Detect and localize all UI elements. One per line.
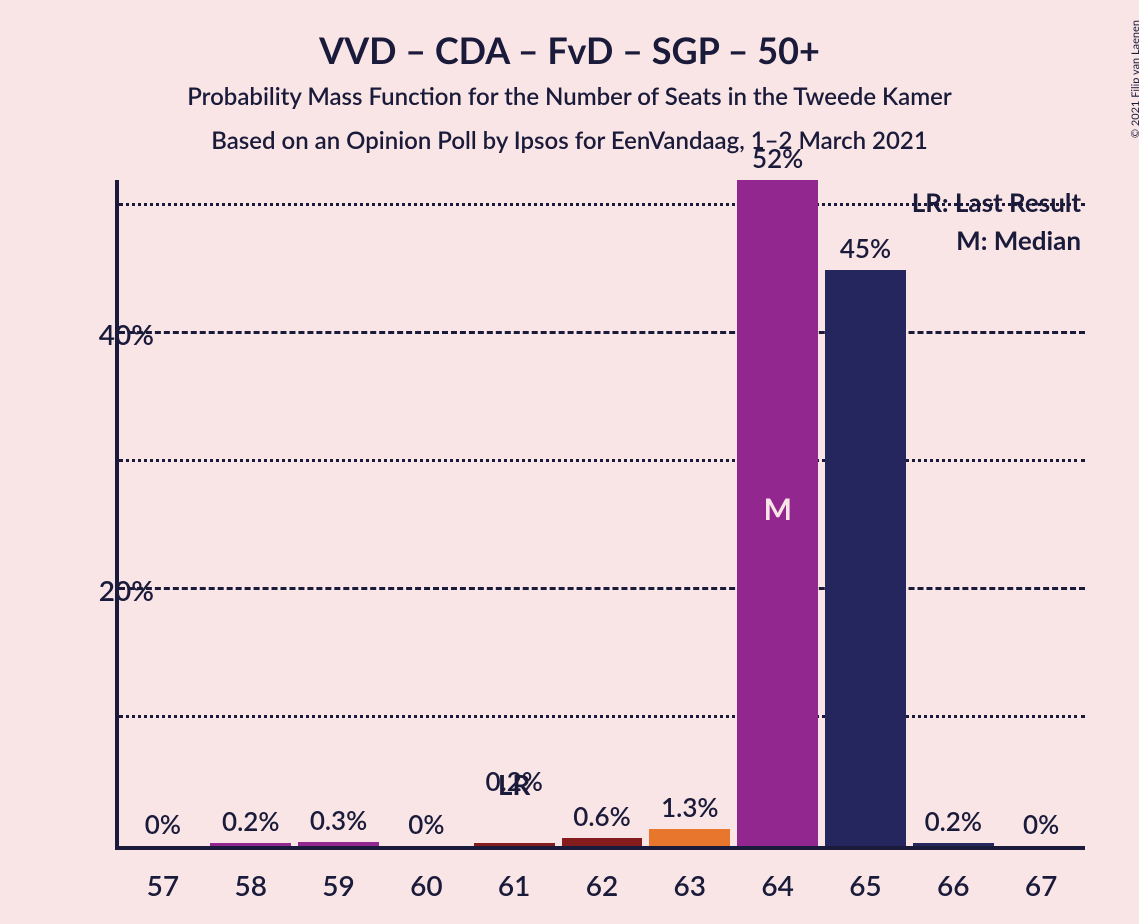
bar-value-label: 1.3% bbox=[649, 791, 730, 823]
x-tick-label: 59 bbox=[298, 868, 379, 902]
x-tick-label: 61 bbox=[474, 868, 555, 902]
bar-value-label: 45% bbox=[825, 232, 906, 264]
chart-subtitle-2: Based on an Opinion Poll by Ipsos for Ee… bbox=[0, 126, 1139, 155]
bar-value-label: 0.2% bbox=[210, 805, 291, 837]
y-tick-label: 40% bbox=[54, 317, 154, 351]
copyright-text: © 2021 Filip van Laenen bbox=[1129, 20, 1139, 138]
plot-area: 0%0.2%0.3%0%0.2%LR0.6%1.3%52%M45%0.2%0% bbox=[115, 180, 1085, 850]
legend-median: M: Median bbox=[956, 224, 1081, 256]
bar bbox=[562, 838, 643, 846]
legend-last-result: LR: Last Result bbox=[912, 186, 1081, 218]
grid-minor bbox=[119, 459, 1085, 462]
grid-major bbox=[119, 587, 1085, 590]
grid-major bbox=[119, 331, 1085, 334]
bar-value-label: 0.2% bbox=[913, 805, 994, 837]
bar bbox=[210, 843, 291, 846]
x-tick-label: 62 bbox=[562, 868, 643, 902]
bar bbox=[649, 829, 730, 846]
bar bbox=[913, 843, 994, 846]
median-marker: M bbox=[764, 491, 792, 527]
x-tick-label: 57 bbox=[123, 868, 204, 902]
bar bbox=[298, 842, 379, 846]
bar-value-label: 0.6% bbox=[562, 800, 643, 832]
x-tick-label: 64 bbox=[737, 868, 818, 902]
chart-title: VVD – CDA – FvD – SGP – 50+ bbox=[0, 28, 1139, 72]
x-tick-label: 60 bbox=[386, 868, 467, 902]
chart-container: VVD – CDA – FvD – SGP – 50+ Probability … bbox=[0, 0, 1139, 924]
bar-value-label: 52% bbox=[737, 142, 818, 174]
x-tick-label: 66 bbox=[913, 868, 994, 902]
bar-value-label: 0% bbox=[1001, 808, 1082, 840]
bar-value-label: 0% bbox=[123, 808, 204, 840]
y-tick-label: 20% bbox=[54, 573, 154, 607]
x-tick-label: 67 bbox=[1001, 868, 1082, 902]
bar-value-label: 0.3% bbox=[298, 804, 379, 836]
x-tick-label: 63 bbox=[649, 868, 730, 902]
bar bbox=[825, 270, 906, 846]
x-tick-label: 58 bbox=[210, 868, 291, 902]
grid-minor bbox=[119, 715, 1085, 718]
chart-subtitle-1: Probability Mass Function for the Number… bbox=[0, 82, 1139, 111]
lr-marker: LR bbox=[474, 767, 555, 801]
x-axis-line bbox=[115, 846, 1085, 850]
bar bbox=[474, 843, 555, 846]
x-tick-label: 65 bbox=[825, 868, 906, 902]
bar-value-label: 0% bbox=[386, 808, 467, 840]
y-axis-line bbox=[115, 180, 119, 850]
